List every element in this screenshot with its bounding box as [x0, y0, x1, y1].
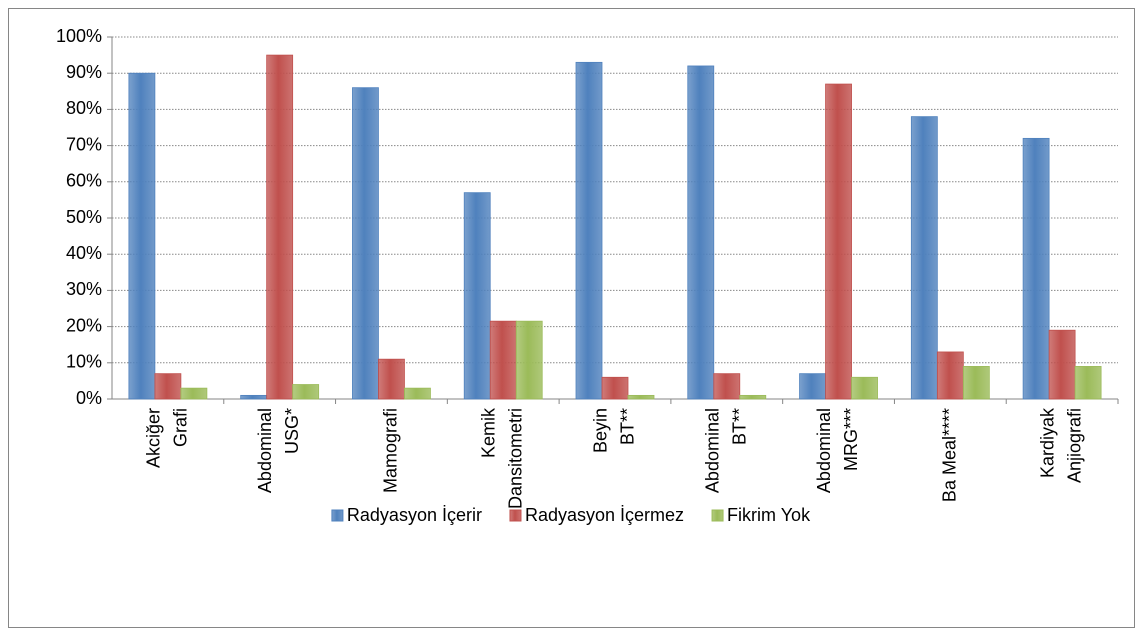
legend-marker: [331, 509, 344, 522]
y-tick-label: 100%: [56, 26, 102, 46]
legend-label: Fikrim Yok: [727, 505, 811, 525]
bar: [825, 83, 852, 400]
x-tick-label: Akciğer Grafi: [143, 408, 190, 468]
bar: [799, 373, 826, 400]
chart-border: [8, 8, 1135, 628]
y-tick-label: 80%: [66, 98, 102, 118]
x-tick-label: Mamografi: [380, 408, 400, 493]
bar: [962, 366, 990, 400]
bar: [404, 387, 431, 400]
bar: [627, 394, 655, 400]
bar: [378, 358, 405, 400]
bar: [1048, 329, 1076, 400]
bar: [240, 394, 268, 400]
bar: [1074, 366, 1102, 400]
bar: [601, 376, 629, 400]
x-tick-label: Beyin BT**: [590, 408, 637, 453]
x-tick-label: Ba Meal****: [939, 408, 959, 502]
bar: [515, 320, 543, 400]
x-tick-label: Abdominal USG*: [255, 408, 302, 493]
bar: [1022, 137, 1050, 400]
bar: [687, 65, 715, 400]
y-tick-label: 50%: [66, 207, 102, 227]
y-tick-label: 90%: [66, 62, 102, 82]
bar: [575, 61, 603, 400]
legend-label: Radyasyon İçermez: [525, 505, 684, 525]
legend-marker: [509, 509, 522, 522]
y-tick-label: 20%: [66, 315, 102, 335]
bar: [266, 54, 294, 400]
bar: [851, 376, 878, 400]
x-tick-label: Abdominal MRG***: [814, 408, 861, 493]
y-tick-label: 70%: [66, 134, 102, 154]
bar: [910, 116, 938, 400]
bar: [180, 387, 208, 400]
y-tick-label: 40%: [66, 243, 102, 263]
x-tick-label: Kemik Dansitometri: [478, 407, 525, 509]
x-tick-label: Abdominal BT**: [702, 408, 749, 493]
y-tick-label: 10%: [66, 352, 102, 372]
bar: [713, 373, 741, 400]
bar: [292, 384, 320, 400]
bar: [463, 192, 491, 400]
legend-marker: [711, 509, 724, 522]
bar: [128, 72, 156, 400]
bar: [154, 373, 182, 400]
y-tick-label: 60%: [66, 171, 102, 191]
bar: [739, 394, 767, 400]
bar: [352, 87, 379, 400]
y-tick-label: 30%: [66, 279, 102, 299]
legend-label: Radyasyon İçerir: [347, 505, 482, 525]
bar: [489, 320, 517, 400]
x-tick-label: Kardiyak Anjiografi: [1037, 407, 1084, 483]
bar: [936, 351, 964, 400]
y-tick-label: 0%: [76, 388, 102, 408]
